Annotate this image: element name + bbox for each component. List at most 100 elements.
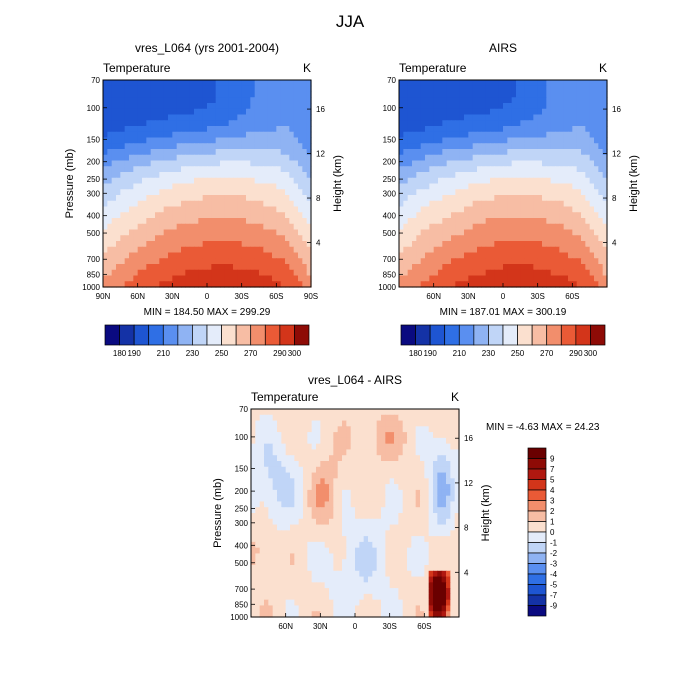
- field-cell: [207, 281, 212, 288]
- field-cell: [585, 91, 591, 98]
- field-cell: [259, 264, 264, 271]
- field-cell: [150, 206, 156, 213]
- field-cell: [389, 536, 395, 543]
- field-cell: [441, 437, 447, 445]
- field-cell: [159, 264, 165, 271]
- field-cell: [494, 195, 500, 202]
- field-cell: [163, 206, 169, 213]
- field-cell: [241, 154, 247, 162]
- field-cell: [446, 281, 452, 288]
- field-cell: [503, 80, 508, 87]
- field-cell: [246, 103, 251, 110]
- field-cell: [303, 484, 308, 491]
- field-cell: [303, 461, 308, 468]
- field-cell: [533, 212, 539, 219]
- field-cell: [342, 443, 347, 451]
- field-cell: [563, 183, 569, 190]
- y-tick-label: 500: [87, 229, 101, 238]
- field-cell: [237, 114, 243, 121]
- field-cell: [254, 154, 260, 162]
- field-cell: [215, 131, 221, 139]
- field-cell: [429, 269, 435, 277]
- field-cell: [263, 246, 269, 254]
- field-cell: [194, 241, 199, 248]
- field-cell: [481, 212, 487, 219]
- field-cell: [250, 154, 256, 162]
- field-cell: [524, 103, 530, 110]
- field-cell: [280, 195, 286, 202]
- field-cell: [407, 160, 413, 167]
- field-cell: [311, 541, 317, 549]
- field-cell: [572, 80, 578, 87]
- field-cell: [311, 495, 317, 503]
- field-cell: [172, 177, 178, 185]
- field-cell: [594, 137, 599, 144]
- field-cell: [503, 137, 508, 144]
- field-cell: [302, 143, 308, 150]
- field-cell: [389, 449, 395, 456]
- field-cell: [280, 177, 286, 185]
- field-cell: [329, 536, 334, 543]
- field-cell: [211, 154, 217, 162]
- field-cell: [589, 235, 595, 242]
- field-cell: [264, 409, 269, 416]
- field-cell: [420, 97, 426, 104]
- field-cell: [537, 223, 543, 231]
- field-cell: [433, 432, 438, 439]
- field-cell: [433, 489, 438, 497]
- field-cell: [520, 281, 526, 288]
- field-cell: [120, 246, 126, 254]
- field-cell: [306, 281, 312, 288]
- field-cell: [185, 252, 191, 259]
- field-cell: [581, 108, 586, 116]
- field-cell: [568, 166, 573, 173]
- field-cell: [311, 472, 317, 479]
- field-cell: [337, 518, 343, 526]
- field-cell: [537, 246, 543, 254]
- field-cell: [215, 172, 221, 179]
- field-cell: [516, 126, 521, 133]
- field-cell: [585, 114, 591, 121]
- field-cell: [420, 120, 426, 127]
- field-cell: [477, 114, 482, 121]
- field-cell: [399, 149, 404, 156]
- field-cell: [433, 420, 438, 427]
- field-cell: [389, 420, 395, 427]
- field-cell: [346, 449, 352, 456]
- field-cell: [306, 275, 312, 282]
- field-cell: [581, 195, 586, 202]
- field-cell: [398, 559, 404, 566]
- field-cell: [163, 269, 169, 277]
- field-cell: [450, 484, 456, 491]
- field-cell: [202, 97, 208, 104]
- field-cell: [441, 466, 447, 474]
- field-cell: [172, 108, 178, 116]
- field-cell: [420, 565, 425, 572]
- field-cell: [350, 495, 356, 503]
- field-cell: [546, 143, 552, 150]
- field-cell: [207, 103, 212, 110]
- field-cell: [559, 200, 565, 208]
- field-cell: [472, 235, 478, 242]
- x-tick-label: 90N: [96, 292, 111, 301]
- field-cell: [598, 246, 604, 254]
- field-cell: [185, 172, 191, 179]
- field-cell: [306, 258, 312, 265]
- field-cell: [477, 252, 482, 259]
- field-cell: [559, 160, 565, 167]
- field-cell: [437, 553, 443, 560]
- field-cell: [585, 246, 591, 254]
- field-cell: [412, 241, 417, 248]
- field-cell: [381, 559, 386, 566]
- field-cell: [211, 269, 217, 277]
- field-cell: [333, 501, 339, 508]
- field-cell: [598, 264, 604, 271]
- field-cell: [250, 131, 256, 139]
- field-cell: [146, 126, 152, 133]
- field-cell: [350, 559, 356, 566]
- field-cell: [155, 172, 160, 179]
- field-cell: [155, 108, 160, 116]
- field-cell: [446, 80, 452, 87]
- field-cell: [576, 85, 582, 93]
- field-cell: [359, 409, 365, 416]
